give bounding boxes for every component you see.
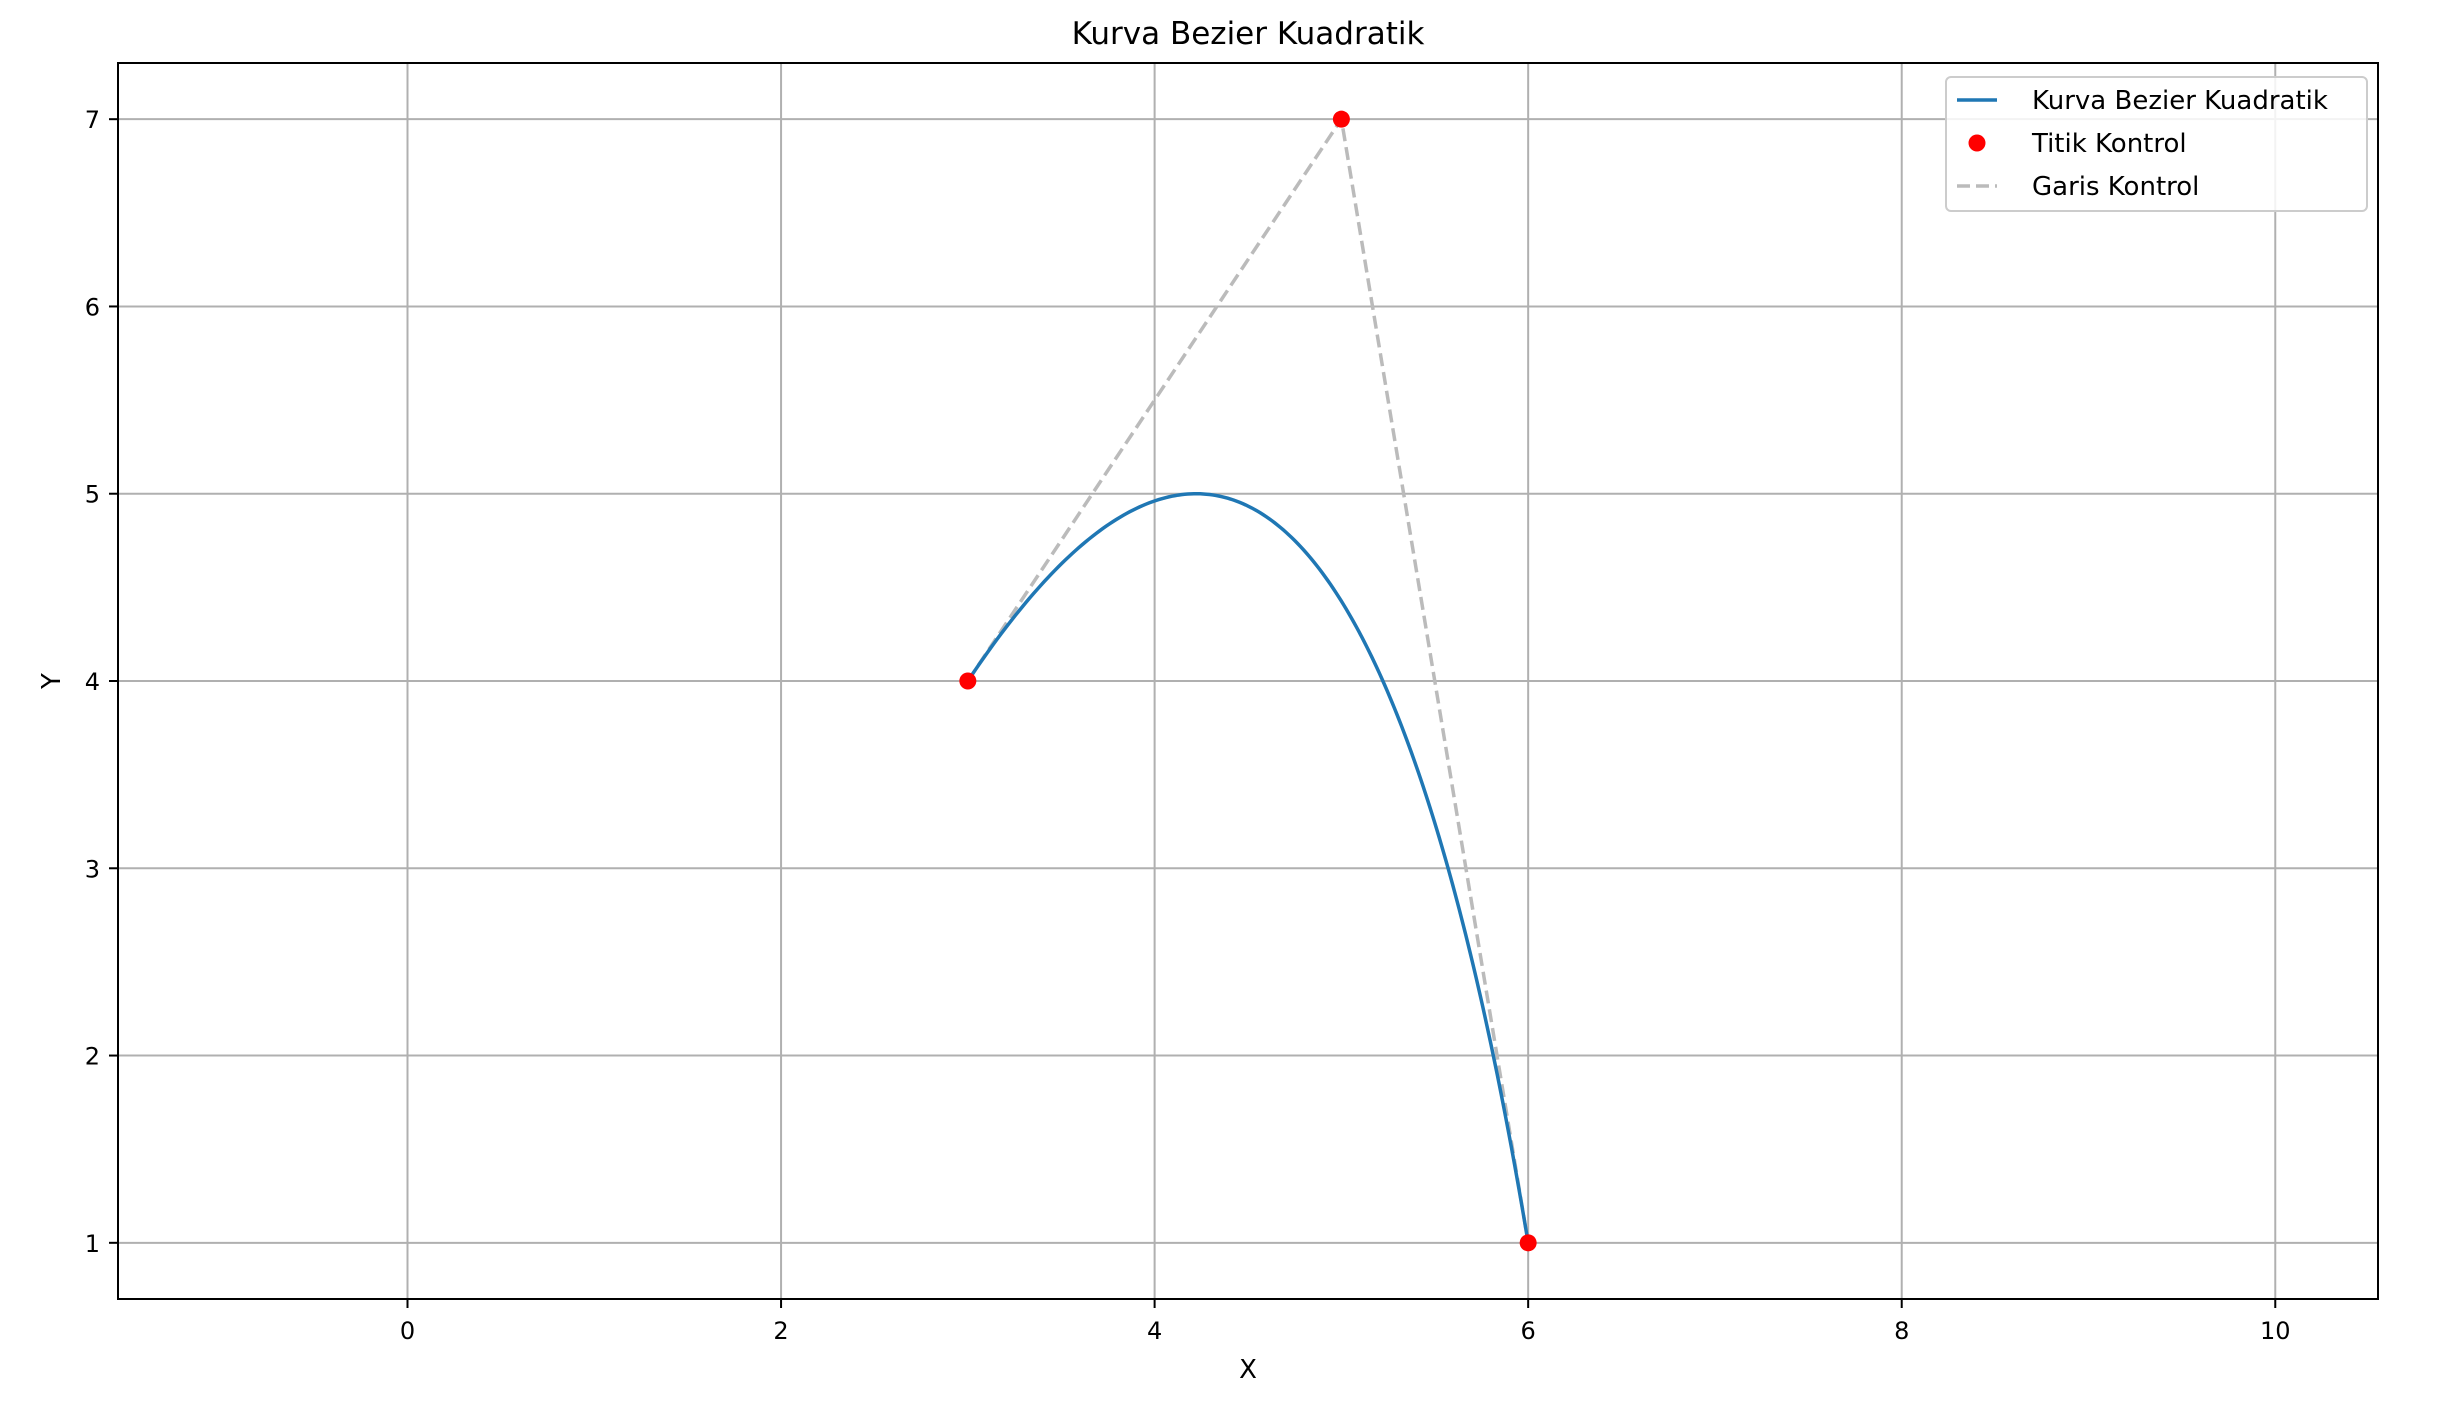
legend: Kurva Bezier Kuadratik Titik Kontrol Garis… xyxy=(1945,76,2368,212)
x-tick-label: 6 xyxy=(1521,1317,1536,1345)
x-tick-label: 0 xyxy=(400,1317,415,1345)
y-tick-label: 4 xyxy=(85,668,100,696)
y-axis-label: Y xyxy=(37,673,67,690)
x-axis-label: X xyxy=(1239,1355,1257,1385)
y-tick-label: 5 xyxy=(85,481,100,509)
y-tick-label: 2 xyxy=(85,1043,100,1071)
y-tick-label: 7 xyxy=(85,106,100,134)
control-point xyxy=(1519,1234,1537,1252)
x-tick-label: 8 xyxy=(1894,1317,1909,1345)
control-point xyxy=(959,672,977,690)
x-tick-label: 10 xyxy=(2260,1317,2291,1345)
legend-box xyxy=(1945,76,2368,212)
y-tick-label: 3 xyxy=(85,855,100,883)
control-point xyxy=(1332,110,1350,128)
legend-label: Titik Kontrol xyxy=(2031,129,2187,159)
bezier-curve xyxy=(966,491,1530,1244)
legend-label: Garis Kontrol xyxy=(2032,172,2199,202)
legend-handle-points xyxy=(1968,134,1986,152)
chart-title: Kurva Bezier Kuadratik xyxy=(1072,16,1425,52)
x-tick-label: 2 xyxy=(773,1317,788,1345)
plot-content xyxy=(959,110,1537,1252)
legend-label: Kurva Bezier Kuadratik xyxy=(2032,86,2328,116)
x-tick-label: 4 xyxy=(1147,1317,1162,1345)
y-tick-label: 6 xyxy=(85,293,100,321)
y-tick-label: 1 xyxy=(85,1230,100,1258)
